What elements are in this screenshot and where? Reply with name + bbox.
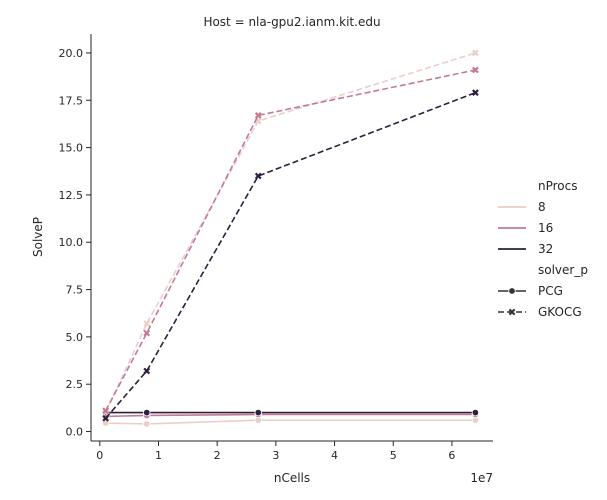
- y-tick-label: 12.5: [59, 189, 84, 202]
- series-line: [104, 69, 476, 412]
- chart-title: Host = nla-gpu2.ianm.kit.edu: [203, 15, 380, 29]
- series-gkocg-16: [102, 66, 479, 415]
- data-point: [143, 420, 151, 428]
- legend-item-8: 8: [498, 200, 546, 214]
- series-gkocg-8: [102, 49, 479, 416]
- y-tick-label: 2.5: [66, 378, 84, 391]
- x-tick-label: 0: [96, 449, 103, 462]
- legend-item-16: 16: [498, 221, 553, 235]
- data-point: [143, 320, 151, 328]
- series-group: [101, 49, 480, 428]
- x-tick-label: 4: [331, 449, 338, 462]
- y-tick-label: 10.0: [59, 236, 84, 249]
- legend: nProcs 8 16 32 solver_p PCG GKOCG: [498, 179, 588, 319]
- y-tick-label: 17.5: [59, 94, 84, 107]
- series-pcg-8: [101, 416, 480, 428]
- series-line: [105, 419, 476, 425]
- x-ticks: 0 1 2 3 4 5 6: [96, 441, 455, 462]
- series-line: [105, 91, 476, 419]
- data-point: [254, 172, 262, 180]
- data-point: [472, 89, 479, 97]
- data-point: [471, 408, 480, 417]
- series-gkocg-32: [102, 89, 479, 422]
- data-point: [102, 414, 110, 422]
- legend-hue-entries: 8 16 32: [498, 200, 553, 256]
- data-point: [254, 408, 262, 417]
- series-line: [105, 413, 476, 418]
- legend-item-gkocg: GKOCG: [498, 305, 582, 319]
- y-tick-label: 7.5: [66, 284, 84, 297]
- x-tick-label: 6: [448, 449, 455, 462]
- y-tick-label: 15.0: [59, 142, 84, 155]
- legend-item-pcg: PCG: [498, 284, 563, 298]
- x-offset-label: 1e7: [470, 471, 493, 485]
- x-tick-label: 2: [214, 449, 221, 462]
- legend-style-title: solver_p: [538, 263, 588, 277]
- data-point: [102, 407, 110, 415]
- x-tick-label: 5: [390, 449, 397, 462]
- legend-style-entries: PCG GKOCG: [498, 284, 582, 319]
- data-point: [102, 409, 110, 416]
- y-ticks: 0.0 2.5 5.0 7.5 10.0 12.5 15.0 17.5 20.0: [59, 47, 91, 439]
- legend-label: 8: [538, 200, 546, 214]
- legend-label: PCG: [538, 284, 563, 298]
- legend-label: 32: [538, 242, 553, 256]
- x-tick-label: 1: [155, 449, 162, 462]
- legend-label: 16: [538, 221, 553, 235]
- series-line: [104, 52, 476, 413]
- data-point: [143, 329, 151, 337]
- y-tick-label: 0.0: [66, 426, 84, 439]
- data-point: [472, 49, 479, 57]
- y-axis-label: SolveP: [31, 217, 45, 257]
- legend-label: GKOCG: [538, 305, 582, 319]
- y-tick-label: 5.0: [66, 331, 84, 344]
- x-tick-label: 3: [272, 449, 279, 462]
- legend-marker: [508, 287, 516, 295]
- data-point: [472, 66, 479, 74]
- x-axis-label: nCells: [274, 471, 310, 485]
- data-point: [143, 367, 151, 375]
- data-point: [143, 408, 151, 417]
- legend-item-32: 32: [498, 242, 553, 256]
- legend-marker: [508, 308, 516, 316]
- y-tick-label: 20.0: [59, 47, 84, 60]
- legend-hue-title: nProcs: [538, 179, 578, 193]
- data-point: [254, 112, 262, 119]
- axes: [90, 34, 493, 442]
